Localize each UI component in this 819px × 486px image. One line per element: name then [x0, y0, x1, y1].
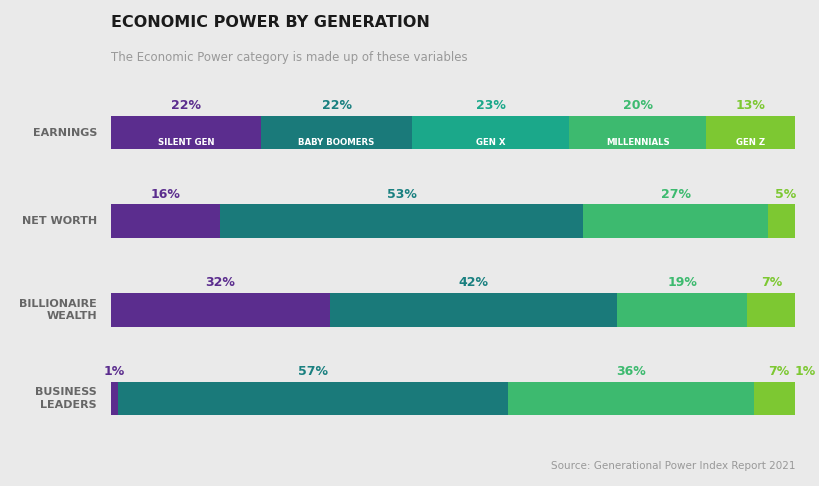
- Bar: [261, 116, 411, 149]
- Bar: [582, 204, 767, 238]
- Text: Source: Generational Power Index Report 2021: Source: Generational Power Index Report …: [550, 461, 794, 471]
- Text: GEN Z: GEN Z: [735, 138, 764, 147]
- Bar: [111, 382, 117, 415]
- Bar: [617, 293, 747, 327]
- Text: 20%: 20%: [622, 99, 652, 112]
- Text: 23%: 23%: [475, 99, 505, 112]
- Bar: [767, 204, 801, 238]
- Text: 27%: 27%: [660, 188, 690, 201]
- Text: 13%: 13%: [735, 99, 765, 112]
- Text: BILLIONAIRE
WEALTH: BILLIONAIRE WEALTH: [19, 298, 97, 321]
- Text: 57%: 57%: [297, 365, 328, 378]
- Text: 1%: 1%: [103, 365, 124, 378]
- Text: ECONOMIC POWER BY GENERATION: ECONOMIC POWER BY GENERATION: [111, 15, 429, 30]
- Bar: [705, 116, 794, 149]
- Bar: [411, 116, 568, 149]
- Text: BUSINESS
LEADERS: BUSINESS LEADERS: [35, 387, 97, 410]
- Bar: [801, 382, 808, 415]
- Bar: [111, 204, 220, 238]
- Bar: [329, 293, 617, 327]
- Text: 1%: 1%: [794, 365, 815, 378]
- Bar: [111, 116, 261, 149]
- Text: 7%: 7%: [760, 277, 781, 289]
- Text: 42%: 42%: [458, 277, 488, 289]
- Bar: [747, 293, 794, 327]
- Text: 16%: 16%: [151, 188, 180, 201]
- Text: 22%: 22%: [321, 99, 351, 112]
- Bar: [117, 382, 507, 415]
- Text: 5%: 5%: [774, 188, 794, 201]
- Text: 36%: 36%: [615, 365, 645, 378]
- Text: 53%: 53%: [387, 188, 416, 201]
- Text: GEN X: GEN X: [475, 138, 505, 147]
- Text: 7%: 7%: [767, 365, 788, 378]
- Text: MILLENNIALS: MILLENNIALS: [605, 138, 669, 147]
- Bar: [220, 204, 582, 238]
- Text: EARNINGS: EARNINGS: [33, 127, 97, 138]
- Text: SILENT GEN: SILENT GEN: [157, 138, 214, 147]
- Bar: [111, 293, 329, 327]
- Text: 22%: 22%: [171, 99, 201, 112]
- Bar: [753, 382, 801, 415]
- Text: 19%: 19%: [667, 277, 696, 289]
- Bar: [507, 382, 753, 415]
- Text: NET WORTH: NET WORTH: [22, 216, 97, 226]
- Text: BABY BOOMERS: BABY BOOMERS: [298, 138, 374, 147]
- Bar: [568, 116, 705, 149]
- Text: 32%: 32%: [205, 277, 235, 289]
- Text: The Economic Power category is made up of these variables: The Economic Power category is made up o…: [111, 51, 467, 64]
